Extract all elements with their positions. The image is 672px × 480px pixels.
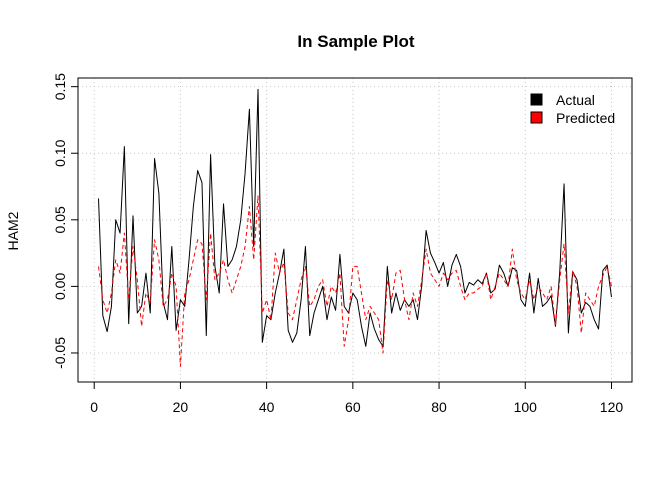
legend: Actual Predicted <box>530 92 615 126</box>
x-tick-label: 120 <box>600 399 624 415</box>
legend-label: Actual <box>556 92 595 108</box>
x-tick-label: 20 <box>173 399 189 415</box>
x-tick-label: 40 <box>259 399 275 415</box>
series-line-predicted <box>98 195 612 367</box>
plot-frame <box>77 77 633 383</box>
y-tick-label: 0.05 <box>52 206 68 233</box>
y-tick-label: 0.00 <box>52 273 68 300</box>
series-line-actual <box>98 88 612 347</box>
series-lines <box>98 88 612 367</box>
legend-swatch <box>530 93 543 106</box>
x-tick-label: 60 <box>345 399 361 415</box>
x-axis: 0 20 40 60 80 100 120 <box>90 381 624 415</box>
legend-swatch <box>530 111 543 124</box>
chart-title: In Sample Plot <box>297 32 414 51</box>
x-tick-label: 0 <box>90 399 98 415</box>
grid-lines <box>78 78 632 382</box>
y-axis-label: HAM2 <box>5 211 21 250</box>
x-tick-label: 80 <box>431 399 447 415</box>
x-tick-label: 100 <box>514 399 538 415</box>
y-axis: -0.05 0.00 0.05 0.10 0.15 <box>52 73 79 369</box>
y-tick-label: 0.10 <box>52 139 68 166</box>
y-tick-label: -0.05 <box>52 337 68 369</box>
legend-label: Predicted <box>556 110 615 126</box>
y-tick-label: 0.15 <box>52 73 68 100</box>
